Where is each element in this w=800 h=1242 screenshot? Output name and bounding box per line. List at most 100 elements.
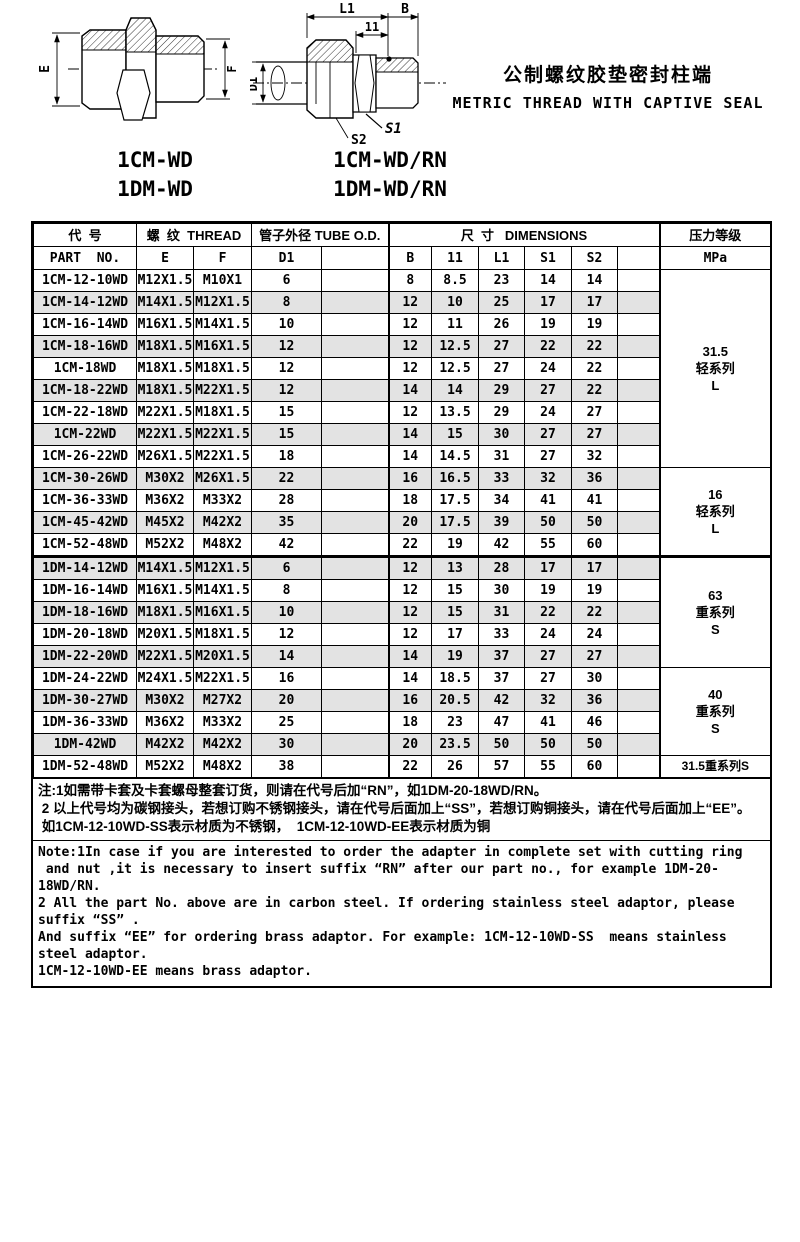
table-row: 1CM-12-10WD M12X1.5 M10X1 6 8 8.5 23 14 14 31.5 轻系… (33, 269, 772, 468)
hex-facet (354, 54, 375, 113)
cell-d1: 6 (251, 555, 322, 580)
cell-s2: 22 (571, 335, 618, 358)
dim-label-E: E (38, 65, 53, 73)
model-label: 1CM-WD (117, 148, 193, 172)
cell-s1: 55 (524, 533, 572, 557)
cell-s1: 27 (524, 645, 572, 668)
cell-l1: 37 (478, 667, 525, 690)
cell-s1: 24 (524, 623, 572, 646)
cell-e: M52X2 (136, 755, 194, 778)
cell-b: 20 (387, 511, 432, 534)
cell-l1: 23 (478, 269, 525, 292)
cell-l1: 31 (478, 601, 525, 624)
cell-l1s: 16.5 (431, 467, 479, 490)
cell-part_no: 1DM-14-12WD (33, 555, 137, 580)
cell-s2: 36 (571, 689, 618, 712)
cell-f: M18X1.5 (193, 401, 252, 424)
cell-blank (321, 357, 389, 380)
cell-e: M14X1.5 (136, 555, 194, 580)
cell-blank (321, 467, 389, 490)
cell-blank (321, 667, 389, 690)
cell-blank (321, 755, 389, 778)
cell-b: 12 (387, 357, 432, 380)
cell-blank2 (616, 269, 661, 292)
header-col-D1: D1 (251, 246, 322, 270)
cell-part_no: 1CM-52-48WD (33, 533, 137, 557)
pressure-line: L (711, 521, 720, 536)
model-label: 1CM-WD/RN (333, 148, 447, 172)
cell-blank (321, 401, 389, 424)
cell-f: M18X1.5 (193, 623, 252, 646)
cell-d1: 25 (251, 711, 322, 734)
pressure-group-cell: 31.5 轻系列 L (658, 269, 772, 468)
cell-l1s: 19 (431, 645, 479, 668)
cell-d1: 12 (251, 335, 322, 358)
cell-f: M16X1.5 (193, 601, 252, 624)
cell-part_no: 1DM-52-48WD (33, 755, 137, 778)
pressure-line: S (710, 622, 720, 637)
cell-s2: 50 (571, 511, 618, 534)
cell-l1: 50 (478, 733, 525, 756)
cell-blank2 (616, 533, 661, 557)
pressure-line: 31.5 (702, 344, 728, 359)
header-col-L1: L1 (478, 246, 525, 270)
cell-d1: 38 (251, 755, 322, 778)
cell-part_no: 1CM-36-33WD (33, 489, 137, 512)
cell-d1: 15 (251, 423, 322, 446)
pressure-line: 40 (708, 687, 723, 702)
cell-d1: 16 (251, 667, 322, 690)
cell-blank (321, 269, 389, 292)
cell-l1s: 17 (431, 623, 479, 646)
cell-f: M42X2 (193, 511, 252, 534)
cell-e: M36X2 (136, 489, 194, 512)
cell-part_no: 1DM-16-14WD (33, 579, 137, 602)
model-labels-left: 1CM-WD 1DM-WD (70, 146, 240, 204)
cell-e: M20X1.5 (136, 623, 194, 646)
cell-blank2 (616, 733, 661, 756)
table-header: 代 号 螺 纹 THREAD 管子外径 TUBE O.D. 尺 寸 DIMENS… (33, 223, 772, 270)
cell-d1: 18 (251, 445, 322, 468)
cell-l1s: 11 (431, 313, 479, 336)
cell-l1: 27 (478, 357, 525, 380)
pressure-line: L (711, 378, 720, 393)
cell-d1: 35 (251, 511, 322, 534)
header-pressure-zh: 压力等级 (658, 223, 772, 247)
table-row: 1DM-16-14WD M16X1.5 M14X1.5 8 12 15 30 19 19 (33, 579, 771, 602)
header-col-blank2 (616, 246, 661, 270)
cell-s2: 22 (571, 379, 618, 402)
spec-table: 代 号 螺 纹 THREAD 管子外径 TUBE O.D. 尺 寸 DIMENS… (33, 223, 772, 778)
cell-f: M12X1.5 (193, 555, 252, 580)
cell-part_no: 1CM-26-22WD (33, 445, 137, 468)
cell-d1: 8 (251, 291, 322, 314)
cell-f: M42X2 (193, 733, 252, 756)
captive-seal-dot (386, 56, 392, 62)
header-pressure-en: MPa (658, 246, 772, 270)
cell-f: M12X1.5 (193, 291, 252, 314)
cell-l1s: 18.5 (431, 667, 479, 690)
header-col-F: F (193, 246, 252, 270)
table-row: 1DM-20-18WD M20X1.5 M18X1.5 12 12 17 33 24 24 (33, 623, 771, 646)
table-row: 1DM-24-22WD M24X1.5 M22X1.5 16 14 18.5 37 27 30 4… (33, 667, 772, 756)
pressure-group-cell: 31.5重系列S (658, 755, 772, 778)
cell-l1s: 12.5 (431, 335, 479, 358)
cell-l1: 28 (478, 555, 525, 580)
cell-part_no: 1DM-24-22WD (33, 667, 137, 690)
cell-part_no: 1CM-12-10WD (33, 269, 137, 292)
cell-s1: 41 (524, 711, 572, 734)
cell-l1s: 17.5 (431, 511, 479, 534)
cell-d1: 12 (251, 623, 322, 646)
cell-l1s: 15 (431, 601, 479, 624)
cell-b: 14 (387, 423, 432, 446)
cell-b: 12 (387, 313, 432, 336)
cell-e: M24X1.5 (136, 667, 194, 690)
cell-e: M14X1.5 (136, 291, 194, 314)
cell-blank (321, 489, 389, 512)
cell-part_no: 1CM-45-42WD (33, 511, 137, 534)
table-row: 1DM-14-12WD M14X1.5 M12X1.5 6 12 13 28 17 17 63 重系… (33, 555, 772, 668)
cell-s1: 22 (524, 335, 572, 358)
cell-e: M12X1.5 (136, 269, 194, 292)
dim-label-F: F (225, 65, 239, 72)
note-line: 1CM-12-10WD-EE means brass adaptor. (38, 964, 312, 979)
cell-part_no: 1DM-18-16WD (33, 601, 137, 624)
cell-l1s: 15 (431, 579, 479, 602)
